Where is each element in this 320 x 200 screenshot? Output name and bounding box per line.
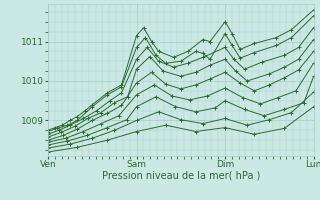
X-axis label: Pression niveau de la mer( hPa ): Pression niveau de la mer( hPa ) — [102, 171, 260, 181]
